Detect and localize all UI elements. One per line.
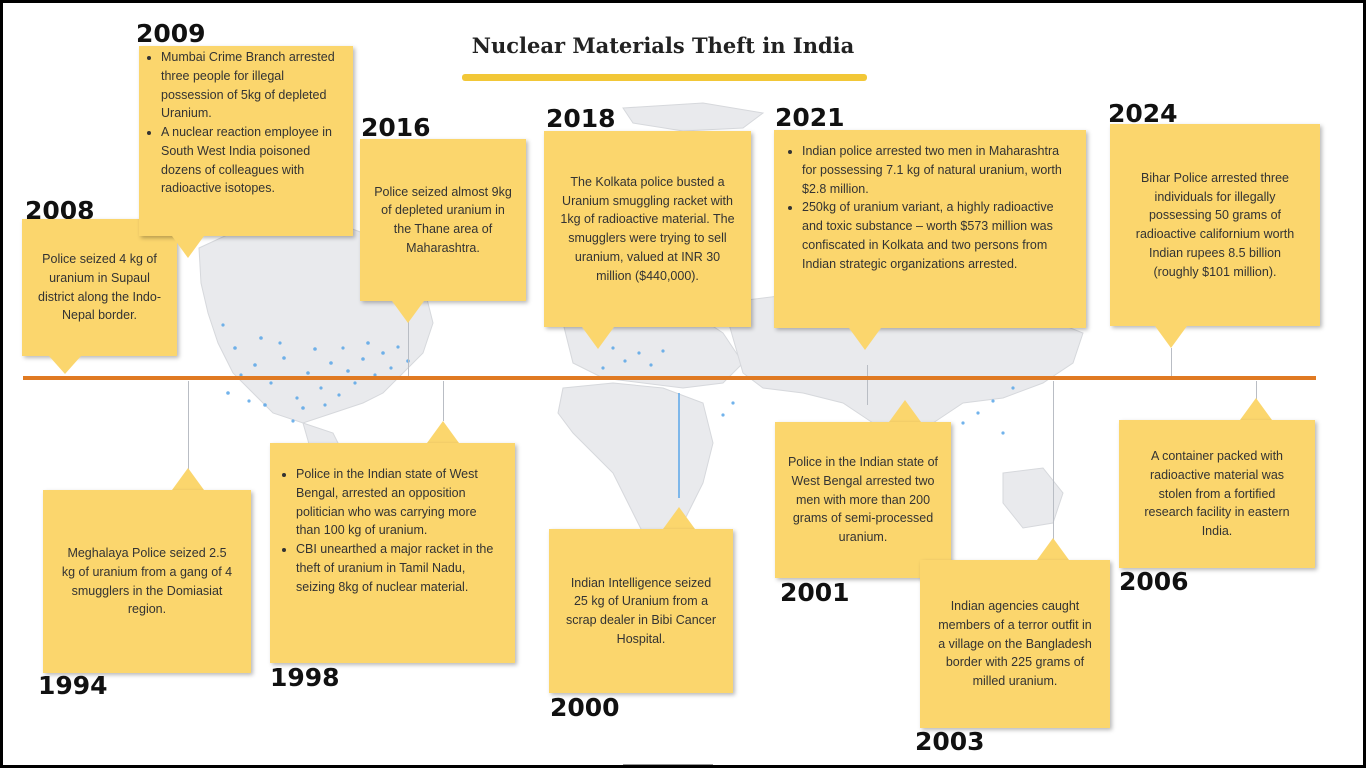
pointer-2008 <box>49 356 81 374</box>
year-label-2000: 2000 <box>550 693 620 722</box>
event-text-2003: Indian agencies caught members of a terr… <box>938 599 1092 689</box>
year-label-2021: 2021 <box>775 103 845 132</box>
event-box-2016: Police seized almost 9kg of depleted ura… <box>360 139 526 301</box>
event-text-2006: A container packed with radioactive mate… <box>1144 449 1290 539</box>
pointer-2000 <box>663 507 695 529</box>
event-box-1998: Police in the Indian state of West Benga… <box>270 443 515 663</box>
event-box-2006: A container packed with radioactive mate… <box>1119 420 1315 568</box>
connector-2006 <box>1256 381 1257 401</box>
event-box-2024: Bihar Police arrested three individuals … <box>1110 124 1320 326</box>
event-box-2008: Police seized 4 kg of uranium in Supaul … <box>22 219 177 356</box>
year-label-2001: 2001 <box>780 578 850 607</box>
connector-2003 <box>1053 381 1054 541</box>
connector-2016 <box>408 321 409 376</box>
event-box-2001: Police in the Indian state of West Benga… <box>775 422 951 578</box>
event-box-2009: Mumbai Crime Branch arrested three peopl… <box>139 46 353 236</box>
pointer-2006 <box>1240 398 1272 420</box>
cropped-text-fragment <box>623 764 713 765</box>
event-bullet: CBI unearthed a major racket in the thef… <box>296 540 497 596</box>
event-text-2018: The Kolkata police busted a Uranium smug… <box>560 174 735 283</box>
pointer-2018 <box>582 327 614 349</box>
event-text-2016: Police seized almost 9kg of depleted ura… <box>374 184 512 255</box>
pointer-2021 <box>849 328 881 350</box>
event-bullets-1998: Police in the Indian state of West Benga… <box>280 465 497 596</box>
title-underline <box>462 74 867 81</box>
pointer-2001 <box>889 400 921 422</box>
event-bullet: Indian police arrested two men in Mahara… <box>802 142 1070 198</box>
year-label-1994: 1994 <box>38 671 108 700</box>
year-label-2018: 2018 <box>546 104 616 133</box>
event-bullet: Police in the Indian state of West Benga… <box>296 465 497 540</box>
pointer-2009 <box>172 236 204 258</box>
year-label-2024: 2024 <box>1108 99 1178 128</box>
event-text-2008: Police seized 4 kg of uranium in Supaul … <box>38 252 161 323</box>
event-box-1994: Meghalaya Police seized 2.5 kg of uraniu… <box>43 490 251 673</box>
event-text-2001: Police in the Indian state of West Benga… <box>787 455 939 545</box>
event-box-2003: Indian agencies caught members of a terr… <box>920 560 1110 728</box>
connector-1994 <box>188 381 189 471</box>
connector-1998 <box>443 381 444 421</box>
event-box-2018: The Kolkata police busted a Uranium smug… <box>544 131 751 327</box>
timeline-line <box>23 376 1316 380</box>
connector-2001 <box>867 365 868 405</box>
year-label-2006: 2006 <box>1119 567 1189 596</box>
connector-2024 <box>1171 348 1172 376</box>
pointer-2016 <box>392 301 424 323</box>
year-label-2003: 2003 <box>915 727 985 756</box>
pointer-1998 <box>427 421 459 443</box>
pointer-2024 <box>1155 326 1187 348</box>
pointer-2003 <box>1037 538 1069 560</box>
event-bullet: 250kg of uranium variant, a highly radio… <box>802 198 1070 273</box>
year-label-2009: 2009 <box>136 19 206 48</box>
event-box-2021: Indian police arrested two men in Mahara… <box>774 130 1086 328</box>
event-box-2000: Indian Intelligence seized 25 kg of Uran… <box>549 529 733 693</box>
event-text-2000: Indian Intelligence seized 25 kg of Uran… <box>565 575 717 646</box>
event-bullets-2009: Mumbai Crime Branch arrested three peopl… <box>145 48 343 198</box>
slide-title: Nuclear Materials Theft in India <box>471 33 855 58</box>
event-bullets-2021: Indian police arrested two men in Mahara… <box>786 142 1070 273</box>
event-text-1994: Meghalaya Police seized 2.5 kg of uraniu… <box>61 546 233 617</box>
event-bullet: Mumbai Crime Branch arrested three peopl… <box>161 48 343 123</box>
event-text-2024: Bihar Police arrested three individuals … <box>1135 170 1295 279</box>
pointer-1994 <box>172 468 204 490</box>
event-bullet: A nuclear reaction employee in South Wes… <box>161 123 343 198</box>
year-label-2016: 2016 <box>361 113 431 142</box>
year-label-1998: 1998 <box>270 663 340 692</box>
